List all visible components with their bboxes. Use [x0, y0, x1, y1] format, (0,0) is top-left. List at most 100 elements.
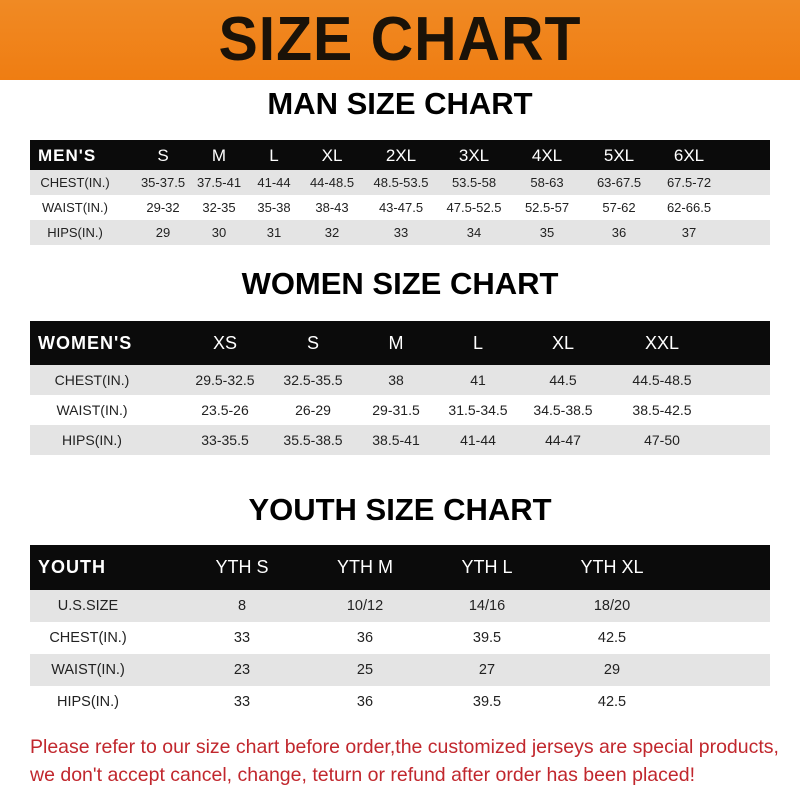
table-cell: 10/12	[346, 598, 384, 614]
footer-notice-line-1: Please refer to our size chart before or…	[30, 736, 779, 758]
table-cell: 42.5	[597, 630, 627, 646]
size-header-cell: L	[269, 146, 279, 165]
table-cell: 44.5-48.5	[632, 372, 692, 388]
size-header-cell: S	[306, 333, 320, 353]
table-cell: 37.5-41	[196, 175, 242, 190]
table-cell: 23	[233, 662, 251, 678]
table-cell: 44-47	[545, 432, 581, 448]
men-size-chart-title: MAN SIZE CHART	[267, 86, 533, 121]
table-cell: 37	[681, 225, 697, 240]
table-title-cell: YOUTH	[38, 557, 106, 577]
size-header-cell: 4XL	[531, 146, 563, 165]
women-header-row: WOMEN'S XS S M L XL XXL	[30, 321, 770, 365]
row-label: HIPS(IN.)	[56, 694, 120, 710]
table-cell: 33	[393, 225, 409, 240]
size-header-cell: XS	[212, 333, 238, 353]
table-cell: 48.5-53.5	[373, 175, 429, 190]
table-cell: 43-47.5	[378, 200, 424, 215]
youth-header-row: YOUTH YTH S YTH M YTH L YTH XL	[30, 545, 770, 590]
table-cell: 33	[233, 694, 251, 710]
row-label: WAIST(IN.)	[56, 402, 128, 418]
table-cell: 33	[233, 630, 251, 646]
table-cell: 39.5	[472, 630, 502, 646]
size-header-cell: XL	[551, 333, 575, 353]
table-cell: 62-66.5	[666, 200, 712, 215]
table-row: CHEST(IN.) 29.5-32.5 32.5-35.5 38 41 44.5 44.5…	[30, 365, 770, 395]
table-cell: 34	[466, 225, 482, 240]
row-label: CHEST(IN.)	[40, 175, 110, 190]
table-cell: 29-31.5	[372, 402, 420, 418]
table-cell: 42.5	[597, 694, 627, 710]
men-size-table: MEN'S S M L XL 2XL 3XL 4XL 5XL 6XL CHEST(IN.) 35-37…	[30, 140, 770, 245]
table-cell: 57-62	[602, 200, 636, 215]
row-label: CHEST(IN.)	[54, 372, 130, 388]
table-cell: 18/20	[593, 598, 631, 614]
table-row: CHEST(IN.) 33 36 39.5 42.5	[30, 622, 770, 654]
size-header-cell: YTH L	[461, 557, 513, 577]
table-cell: 41-44	[257, 175, 291, 190]
row-label: CHEST(IN.)	[49, 630, 127, 646]
table-cell: 52.5-57	[524, 200, 570, 215]
table-row: CHEST(IN.) 35-37.5 37.5-41 41-44 44-48.5 48.5…	[30, 170, 770, 195]
youth-size-table: YOUTH YTH S YTH M YTH L YTH XL U.S.SIZE 8 10/12…	[30, 545, 770, 718]
size-header-cell: YTH M	[337, 557, 393, 577]
footer-notice: Please refer to our size chart before or…	[30, 733, 790, 789]
size-header-cell: M	[388, 333, 404, 353]
row-label: HIPS(IN.)	[47, 225, 103, 240]
table-title-cell: MEN'S	[38, 146, 97, 165]
table-row: WAIST(IN.) 29-32 32-35 35-38 38-43 43-47.5 47.…	[30, 195, 770, 220]
table-cell: 36	[356, 630, 374, 646]
table-cell: 35-37.5	[140, 175, 186, 190]
size-header-cell: XL	[321, 146, 343, 165]
table-cell: 39.5	[472, 694, 502, 710]
table-cell: 41-44	[460, 432, 496, 448]
size-header-cell: 3XL	[458, 146, 490, 165]
banner-title: SIZE CHART	[218, 5, 582, 74]
row-label: U.S.SIZE	[57, 598, 119, 614]
size-header-cell: L	[472, 333, 484, 353]
table-cell: 47.5-52.5	[446, 200, 502, 215]
table-cell: 29-32	[146, 200, 180, 215]
table-cell: 31.5-34.5	[448, 402, 508, 418]
table-cell: 30	[211, 225, 227, 240]
table-cell: 14/16	[468, 598, 506, 614]
table-row: HIPS(IN.) 33 36 39.5 42.5	[30, 686, 770, 718]
table-row: WAIST(IN.) 23.5-26 26-29 29-31.5 31.5-34.5 34…	[30, 395, 770, 425]
table-cell: 8	[237, 598, 247, 614]
women-size-table: WOMEN'S XS S M L XL XXL CHEST(IN.) 29.5-32.5 32.5…	[30, 321, 770, 455]
table-cell: 29	[155, 225, 171, 240]
row-label: HIPS(IN.)	[62, 432, 122, 448]
table-cell: 29	[603, 662, 621, 678]
table-cell: 47-50	[644, 432, 680, 448]
table-cell: 44-48.5	[309, 175, 355, 190]
table-cell: 38.5-42.5	[632, 402, 692, 418]
size-header-cell: S	[157, 146, 169, 165]
table-cell: 63-67.5	[596, 175, 642, 190]
table-row: HIPS(IN.) 33-35.5 35.5-38.5 38.5-41 41-44 44-…	[30, 425, 770, 455]
table-cell: 33-35.5	[201, 432, 249, 448]
table-cell: 32.5-35.5	[283, 372, 343, 388]
table-cell: 35-38	[257, 200, 291, 215]
row-label: WAIST(IN.)	[51, 662, 125, 678]
table-cell: 44.5	[549, 372, 577, 388]
table-cell: 38	[388, 372, 404, 388]
table-cell: 29.5-32.5	[195, 372, 255, 388]
table-cell: 23.5-26	[201, 402, 249, 418]
banner: SIZE CHART	[0, 0, 800, 80]
footer-notice-line-2: we don't accept cancel, change, teturn o…	[30, 764, 695, 786]
table-cell: 36	[611, 225, 627, 240]
size-header-cell: 2XL	[385, 146, 417, 165]
size-header-cell: YTH XL	[580, 557, 644, 577]
table-row: U.S.SIZE 8 10/12 14/16 18/20	[30, 590, 770, 622]
table-cell: 53.5-58	[451, 175, 497, 190]
men-header-row: MEN'S S M L XL 2XL 3XL 4XL 5XL 6XL	[30, 140, 770, 170]
table-cell: 58-63	[530, 175, 564, 190]
women-size-chart-title: WOMEN SIZE CHART	[241, 266, 559, 301]
table-cell: 38-43	[315, 200, 349, 215]
youth-size-chart-title: YOUTH SIZE CHART	[248, 492, 552, 527]
table-cell: 32-35	[202, 200, 236, 215]
size-header-cell: 5XL	[603, 146, 635, 165]
table-cell: 41	[470, 372, 486, 388]
table-cell: 35.5-38.5	[283, 432, 343, 448]
table-cell: 31	[266, 225, 282, 240]
